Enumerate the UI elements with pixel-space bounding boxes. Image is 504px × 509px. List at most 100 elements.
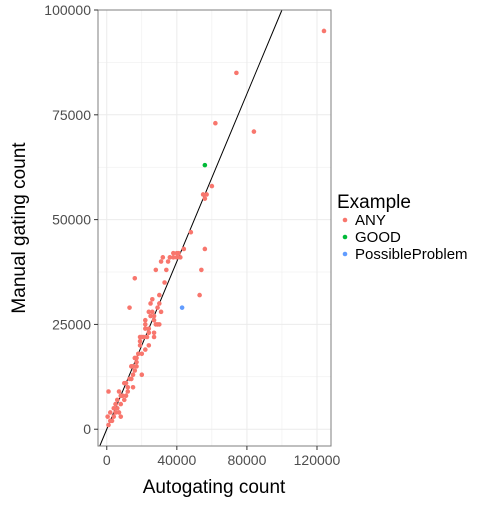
data-point-any (118, 414, 124, 419)
data-point-any (181, 246, 187, 252)
data-point-any (234, 70, 239, 76)
data-point-any (171, 255, 176, 260)
data-point-any (130, 372, 136, 378)
legend-key-possibleproblem (342, 251, 348, 257)
data-point-any (148, 301, 153, 306)
data-point-any (132, 276, 138, 281)
data-point-any (132, 368, 138, 373)
data-point-any (209, 183, 215, 189)
data-point-any (105, 414, 110, 419)
y-tick-label: 50000 (52, 212, 91, 228)
data-point-any (157, 292, 162, 298)
data-point-any (148, 313, 153, 319)
data-point-any (107, 418, 113, 424)
data-point-any (146, 343, 152, 348)
data-point-any (132, 355, 138, 361)
data-point-any (111, 414, 117, 419)
data-point-any (188, 229, 194, 235)
data-point-any (171, 250, 176, 256)
panel-background (98, 10, 331, 446)
data-point-any (123, 393, 129, 398)
y-tick-label: 75000 (52, 107, 91, 123)
data-point-any (164, 267, 169, 273)
x-axis-title: Autogating count (143, 477, 286, 498)
data-point-any (146, 330, 152, 336)
legend-label: ANY (355, 212, 386, 229)
data-point-any (118, 393, 124, 398)
y-tick-label: 25000 (52, 316, 91, 332)
data-point-any (150, 309, 155, 315)
data-point-any (158, 309, 164, 315)
panel-border (97, 9, 332, 447)
data-point-any (121, 397, 127, 403)
data-point-any (158, 259, 164, 264)
data-point-any (106, 422, 111, 428)
data-point-any (146, 309, 152, 315)
data-point-any (128, 364, 134, 369)
data-point-any (199, 267, 204, 273)
data-point-any (202, 196, 208, 201)
data-point-any (162, 280, 167, 285)
data-point-any (121, 380, 127, 386)
x-tick-label: 80000 (227, 452, 266, 468)
data-point-any (134, 364, 139, 369)
data-point-any (160, 255, 166, 260)
data-point-any (151, 334, 157, 340)
data-point-any (155, 305, 160, 310)
y-tick-label: 100000 (44, 2, 91, 18)
data-point-any (135, 351, 141, 357)
data-point-any (137, 334, 143, 340)
data-point-any (125, 389, 131, 394)
data-point-any (127, 305, 132, 310)
ticks-layer: 0 40000 80000 120000 0 25000 50000 75000 100000 (44, 2, 340, 468)
data-point-any (134, 359, 139, 365)
data-point-any (130, 385, 136, 390)
data-point-any (157, 301, 162, 306)
grid-layer (98, 9, 331, 446)
data-point-any (125, 385, 131, 390)
data-point-any (200, 192, 206, 197)
data-point-any (174, 255, 180, 260)
data-point-any (213, 120, 218, 126)
data-point-any (151, 317, 157, 323)
data-point-any (139, 351, 145, 357)
data-point-possible-problem (179, 305, 185, 310)
data-point-any (178, 255, 183, 260)
data-point-any (143, 326, 148, 331)
y-tick-label: 0 (83, 421, 91, 437)
legend-title: Example (337, 192, 411, 213)
data-point-any (143, 317, 148, 323)
reference-line-layer (99, 9, 283, 447)
data-point-any (116, 410, 122, 415)
x-tick-label: 0 (103, 452, 111, 468)
data-point-any (197, 292, 202, 298)
data-point-any (321, 28, 327, 34)
x-tick-label: 40000 (157, 452, 196, 468)
legend-label: PossibleProblem (355, 246, 468, 263)
data-point-any (151, 330, 157, 336)
legend-key-good (342, 234, 348, 240)
legend-label: GOOD (355, 229, 401, 246)
data-point-any (137, 343, 143, 348)
data-point-any (113, 401, 118, 407)
data-point-any (114, 397, 120, 403)
data-point-any (251, 129, 257, 134)
reference-line (99, 9, 283, 447)
data-point-any (127, 376, 132, 382)
data-point-any (202, 246, 208, 252)
data-point-any (114, 405, 120, 411)
legend-key-any (342, 217, 348, 223)
data-point-any (151, 313, 157, 319)
data-point-any (113, 410, 118, 415)
data-point-good (202, 162, 208, 168)
data-point-any (139, 372, 145, 378)
data-point-any (150, 296, 155, 302)
data-point-any (106, 389, 111, 394)
data-point-any (167, 255, 173, 260)
data-point-any (153, 267, 159, 273)
data-point-any (107, 410, 113, 415)
data-point-any (118, 401, 124, 407)
